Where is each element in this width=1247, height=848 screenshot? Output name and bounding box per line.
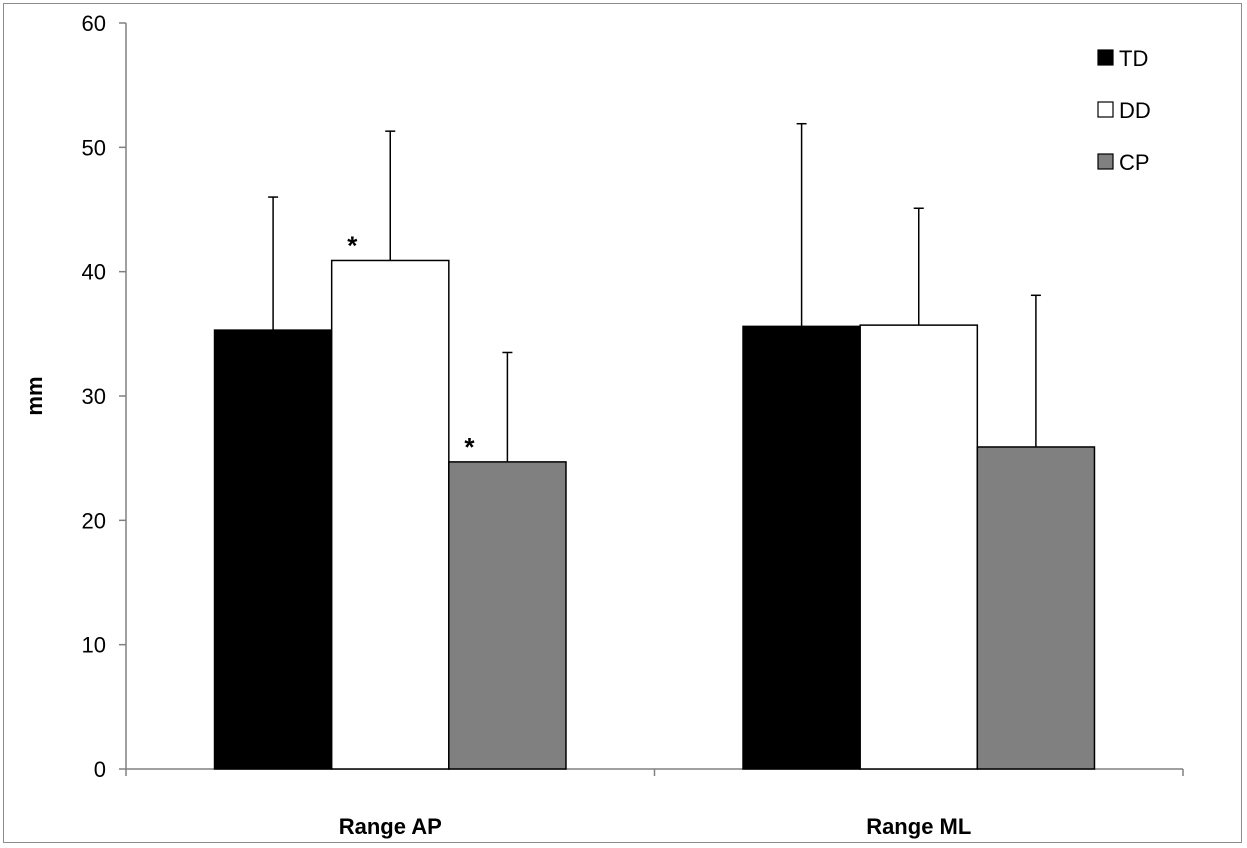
y-tick-label: 10 — [82, 633, 106, 658]
y-tick-label: 0 — [94, 757, 106, 782]
y-axis-title: mm — [22, 376, 47, 415]
y-tick-label: 40 — [82, 260, 106, 285]
y-tick-label: 50 — [82, 135, 106, 160]
significance-marker: * — [347, 230, 358, 260]
bar-cp-range-ml — [976, 446, 1096, 770]
y-tick-label: 30 — [82, 384, 106, 409]
significance-marker: * — [464, 432, 475, 462]
legend-swatch-cp — [1097, 153, 1114, 170]
legend-label-dd: DD — [1119, 98, 1151, 123]
bar-dd-range-ml — [859, 324, 979, 770]
x-category-label: Range AP — [339, 814, 442, 839]
bar-td-range-ml — [742, 325, 861, 770]
legend-label-td: TD — [1119, 46, 1148, 71]
legend-swatch-dd — [1097, 101, 1114, 118]
legend-swatch-td — [1097, 49, 1114, 66]
y-tick-label: 60 — [82, 11, 106, 36]
y-tick-label: 20 — [82, 508, 106, 533]
legend: TD DD CP — [1097, 46, 1151, 175]
labels: * * Range AP Range ML — [339, 230, 972, 839]
bar-td-range-ap — [213, 329, 333, 770]
bars — [213, 259, 1096, 770]
bar-cp-range-ap — [448, 461, 567, 770]
legend-label-cp: CP — [1119, 150, 1150, 175]
x-category-label: Range ML — [866, 814, 971, 839]
bar-dd-range-ap — [330, 259, 450, 770]
error-bars — [268, 122, 1041, 462]
